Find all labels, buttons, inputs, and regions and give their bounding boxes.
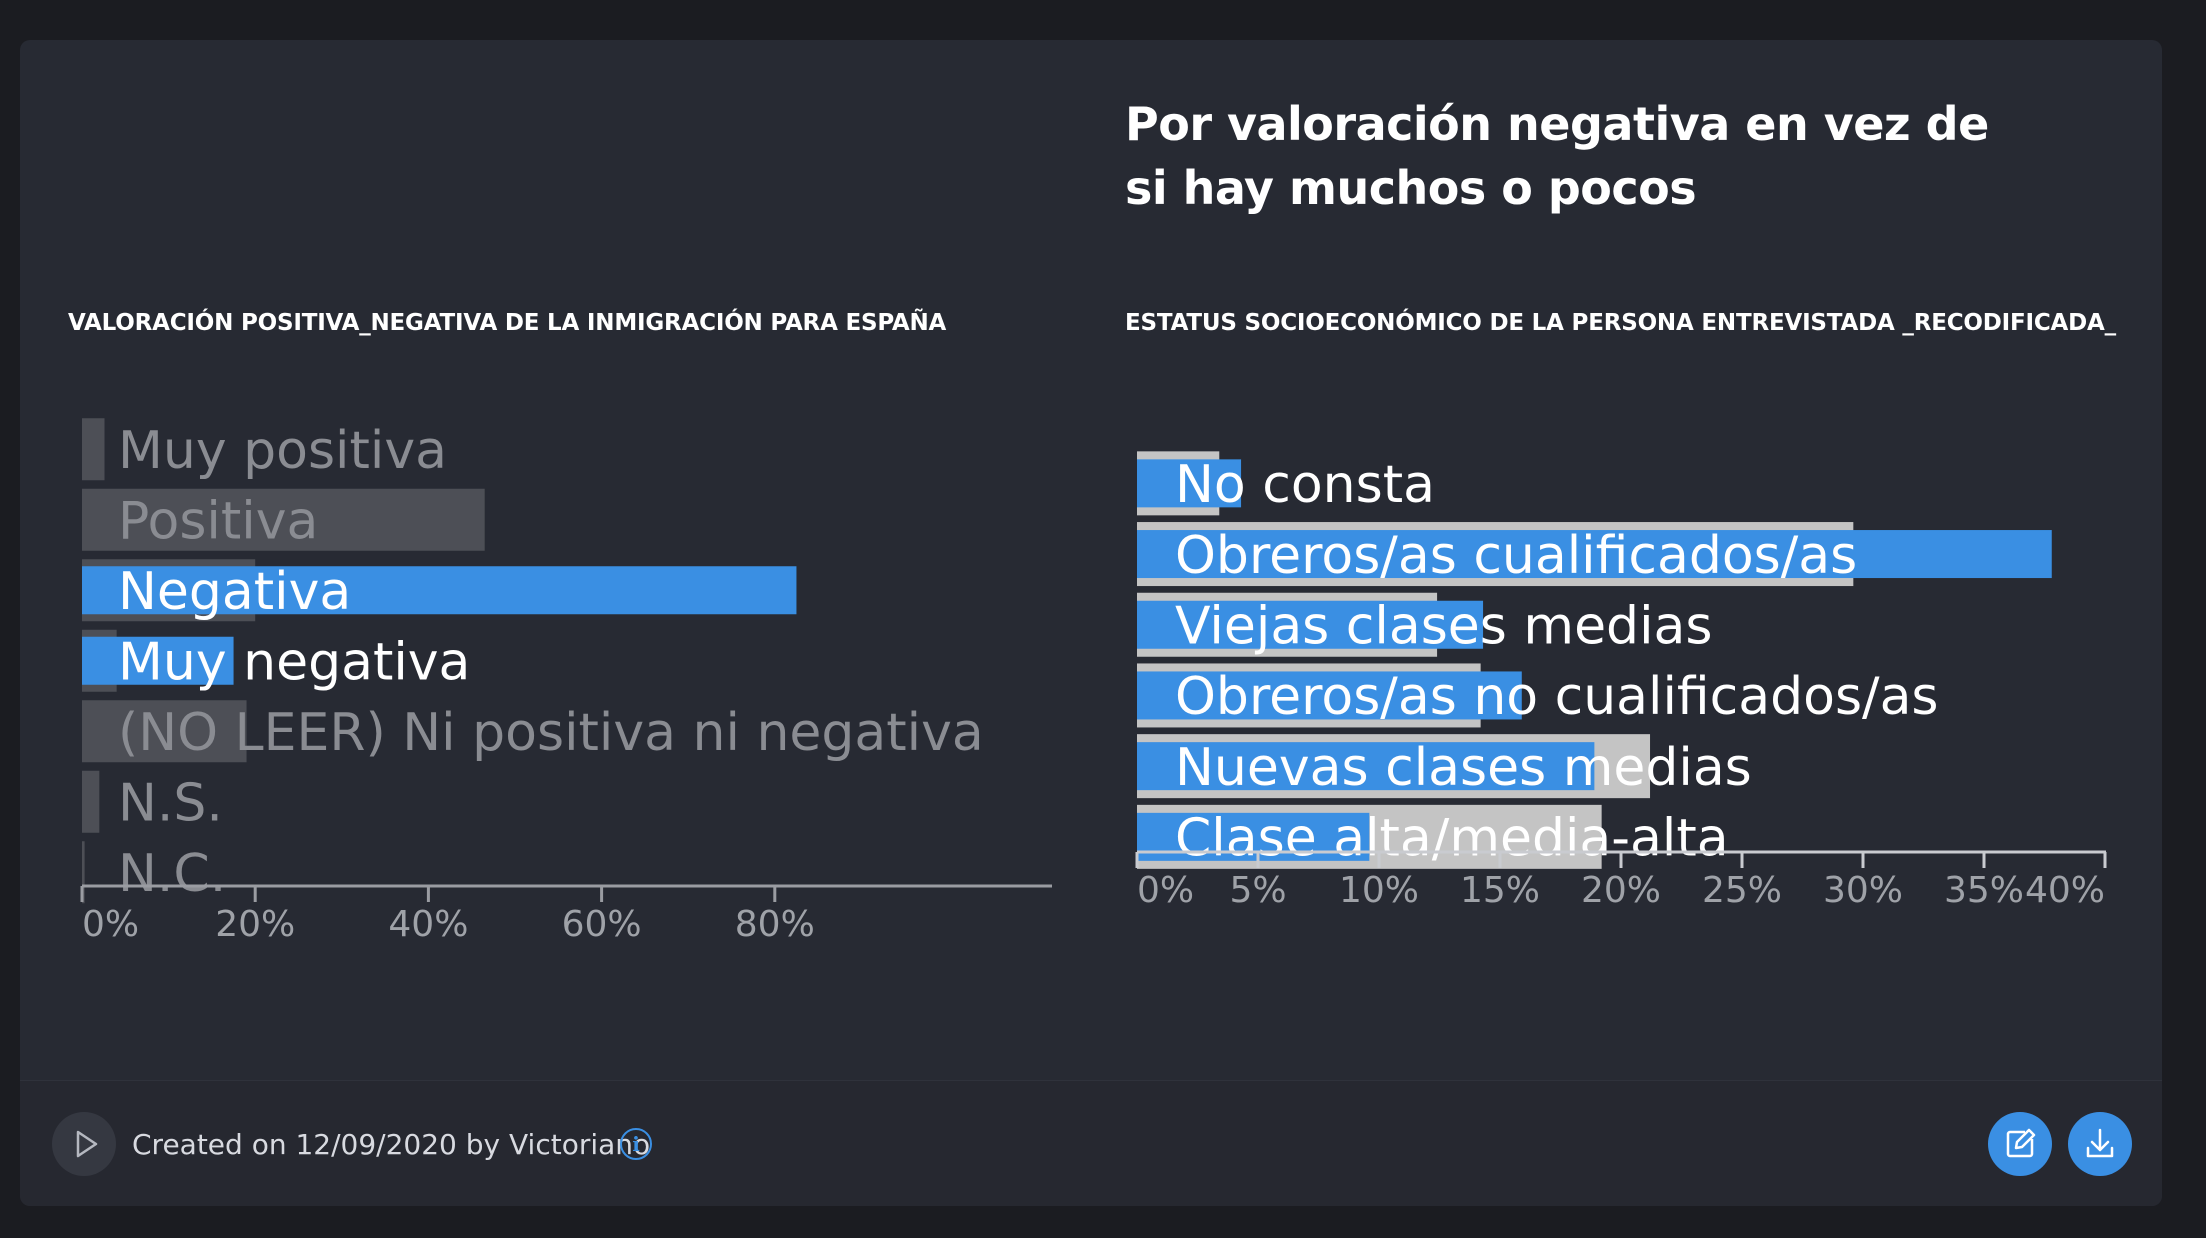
bar-base <box>82 841 85 904</box>
x-tick-label: 40% <box>388 904 468 945</box>
bar-highlight <box>1137 671 1522 720</box>
category-label: Obreros/as no cualificados/as <box>1175 667 1939 727</box>
bar-charts: Muy positiva Positiva Negativa Muy negativa… <box>80 418 2107 945</box>
bar-base <box>82 418 105 481</box>
bar-highlight <box>1137 459 1242 508</box>
bar-highlight <box>1137 600 1484 649</box>
category-label: Clase alta/media-alta <box>1175 809 1729 869</box>
bar-base <box>82 700 247 763</box>
bar-highlight <box>82 636 234 685</box>
edit-icon <box>2006 1128 2036 1158</box>
download-button[interactable] <box>2068 1112 2132 1176</box>
category-label: N.C. <box>118 844 226 904</box>
right-chart: No consta Obreros/as cualificados/as Vieja… <box>1135 451 2107 911</box>
page-title: Por valoración negativa en vez de si hay… <box>1125 97 1989 215</box>
info-icon[interactable]: i <box>620 1128 652 1160</box>
x-tick-label: 35% <box>1944 870 2024 911</box>
x-tick-label: 40% <box>2025 870 2105 911</box>
x-tick-label: 20% <box>215 904 295 945</box>
created-info: Created on 12/09/2020 by Victoriano <box>132 1128 651 1161</box>
chart-card: Por valoración negativa en vez de si hay… <box>20 40 2162 1206</box>
category-label: Obreros/as cualificados/as <box>1175 526 1857 586</box>
x-tick-label: 80% <box>735 904 815 945</box>
x-tick-label: 5% <box>1229 870 1286 911</box>
category-label: N.S. <box>118 773 223 833</box>
x-tick-label: 0% <box>1137 870 1194 911</box>
category-label: Positiva <box>118 491 318 551</box>
play-icon <box>76 1130 98 1158</box>
category-label: Muy negativa <box>118 632 470 692</box>
category-label: Nuevas clases medias <box>1175 738 1752 798</box>
x-tick-label: 20% <box>1581 870 1661 911</box>
x-tick-label: 15% <box>1460 870 1540 911</box>
category-label: No consta <box>1175 455 1435 515</box>
category-label: Viejas clases medias <box>1175 596 1712 656</box>
play-button[interactable] <box>52 1112 116 1176</box>
x-tick-label: 10% <box>1339 870 1419 911</box>
right-chart-subtitle: ESTATUS SOCIOECONÓMICO DE LA PERSONA ENT… <box>1125 310 2116 336</box>
bar-highlight <box>1137 742 1595 791</box>
edit-button[interactable] <box>1988 1112 2052 1176</box>
x-tick-label: 60% <box>562 904 642 945</box>
bar-base <box>82 488 485 551</box>
bar-highlight <box>1137 530 2052 579</box>
left-chart-subtitle: VALORACIÓN POSITIVA_NEGATIVA DE LA INMIG… <box>68 310 947 336</box>
x-tick-label: 0% <box>82 904 139 945</box>
category-label: (NO LEER) Ni positiva ni negativa <box>118 703 984 763</box>
bar-highlight <box>82 566 797 615</box>
x-tick-label: 25% <box>1702 870 1782 911</box>
category-label: Negativa <box>118 562 351 622</box>
x-tick-label: 30% <box>1823 870 1903 911</box>
footer <box>20 1080 2162 1206</box>
category-label: Muy positiva <box>118 421 447 481</box>
download-icon <box>2086 1128 2114 1158</box>
left-chart: Muy positiva Positiva Negativa Muy negativa… <box>80 418 1052 945</box>
bar-base <box>82 770 100 833</box>
